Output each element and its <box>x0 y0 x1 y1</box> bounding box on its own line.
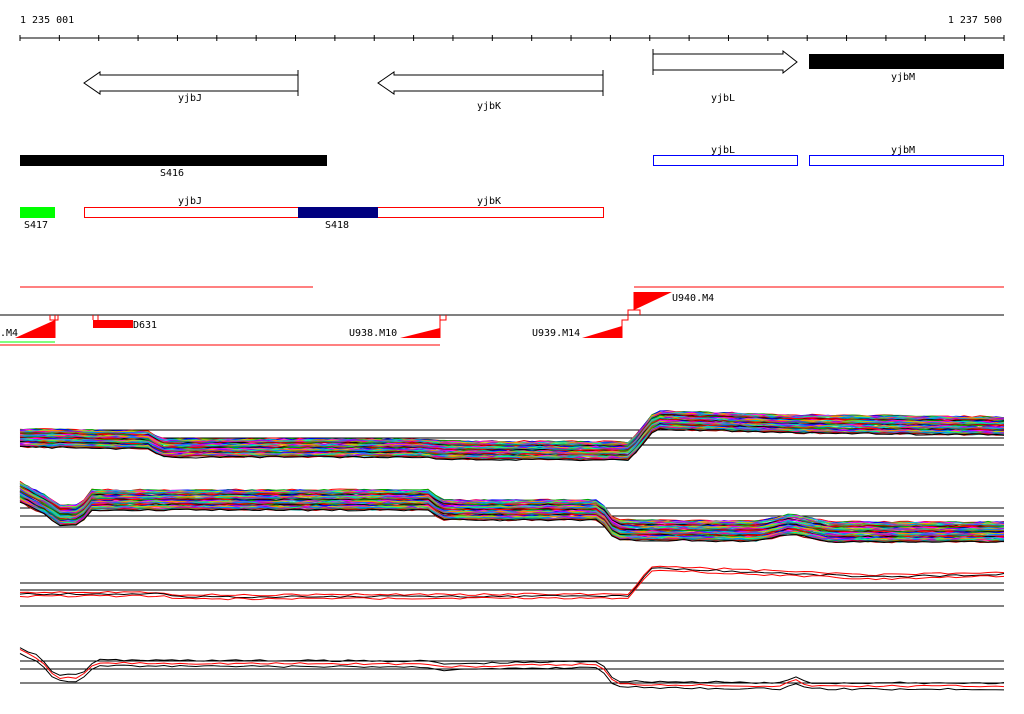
segment-S417[interactable] <box>20 207 55 218</box>
ruler-ticks <box>19 35 1005 41</box>
transcript-U940-triangle[interactable] <box>634 292 672 310</box>
ruler-end-label: 1 237 500 <box>948 15 1002 26</box>
expression-curve <box>19 569 1005 601</box>
transcript-U938-bracket <box>439 315 447 338</box>
gene-yjbK[interactable]: yjbK <box>377 70 604 112</box>
transcript-D631-label: D631 <box>133 320 157 331</box>
expression-curve <box>19 499 1005 542</box>
expression-curve <box>19 495 1004 537</box>
gene-yjbJ-label: yjbJ <box>178 93 202 104</box>
cds-yjbL-label: yjbL <box>711 145 735 156</box>
gene-yjbM-bar[interactable] <box>809 54 1004 69</box>
expression-curve <box>20 428 1005 462</box>
expression-curves <box>19 410 1005 462</box>
expression-curves <box>19 647 1005 691</box>
expression-curve <box>19 427 1004 461</box>
gene-yjbM[interactable]: yjbM <box>809 54 1004 83</box>
expression-curve <box>19 481 1005 525</box>
gene-yjbJ[interactable]: yjbJ <box>83 70 299 104</box>
cds-yjbK-label: yjbK <box>477 196 501 207</box>
expression-curve <box>19 485 1005 528</box>
segment-S417-label: S417 <box>24 220 48 231</box>
transcript-left-bracket <box>49 315 59 338</box>
transcript-D631[interactable] <box>93 320 133 328</box>
segment-S416-label: S416 <box>160 168 184 179</box>
cds-yjbL-box[interactable] <box>653 155 798 166</box>
expression-curve <box>19 565 1005 597</box>
expression-curves <box>19 480 1005 544</box>
gene-annotation-track: yjbJ yjbK yjbL yjbM <box>83 49 1004 112</box>
transcript-left-triangle[interactable] <box>15 320 55 338</box>
expression-panel-forward-multi <box>19 410 1005 462</box>
expression-curve <box>19 647 1005 685</box>
expression-curve <box>19 567 1005 599</box>
gene-yjbJ-arrow[interactable] <box>83 71 299 95</box>
cds-yjbM-box[interactable] <box>809 155 1004 166</box>
expression-curve <box>19 501 1005 544</box>
transcript-left-label: .M4 <box>0 328 18 339</box>
coordinate-ruler: 1 235 001 1 237 500 <box>19 15 1005 41</box>
transcript-U940-label: U940.M4 <box>672 293 714 304</box>
gene-yjbL-arrow[interactable] <box>652 49 798 75</box>
gene-yjbL-label: yjbL <box>711 93 735 104</box>
expression-panel-reverse-multi <box>19 480 1005 544</box>
transcript-U938-triangle[interactable] <box>400 328 440 338</box>
gene-yjbM-label: yjbM <box>891 72 915 83</box>
transcript-U940-bracket <box>627 292 641 315</box>
expression-curves <box>19 565 1005 601</box>
gene-yjbK-arrow[interactable] <box>377 71 604 95</box>
segment-S416[interactable] <box>20 155 327 166</box>
transcript-U938-label: U938.M10 <box>349 328 397 339</box>
expression-curve <box>19 653 1005 691</box>
cds-yjbJ-label: yjbJ <box>178 196 202 207</box>
transcript-U939-bracket <box>621 315 629 338</box>
transcript-U939-triangle[interactable] <box>582 326 622 338</box>
cds-yjbM-label: yjbM <box>891 145 915 156</box>
transcript-U939-label: U939.M14 <box>532 328 580 339</box>
expression-panel-forward-summary <box>19 565 1005 607</box>
gene-yjbK-label: yjbK <box>477 101 501 112</box>
transcript-track: .M4 D631 U938.M10 U939.M14 U940.M4 <box>0 286 1004 346</box>
segment-S418-label: S418 <box>325 220 349 231</box>
ruler-start-label: 1 235 001 <box>20 15 74 26</box>
expression-curve <box>19 648 1005 688</box>
expression-panel-reverse-summary <box>19 647 1005 691</box>
gene-yjbL[interactable]: yjbL <box>652 49 798 104</box>
transcript-D631-bracket <box>92 315 99 320</box>
segment-track: S416 yjbL yjbM S417 yjbJ yjbK S418 <box>20 145 1004 231</box>
segment-S418[interactable] <box>298 207 378 218</box>
